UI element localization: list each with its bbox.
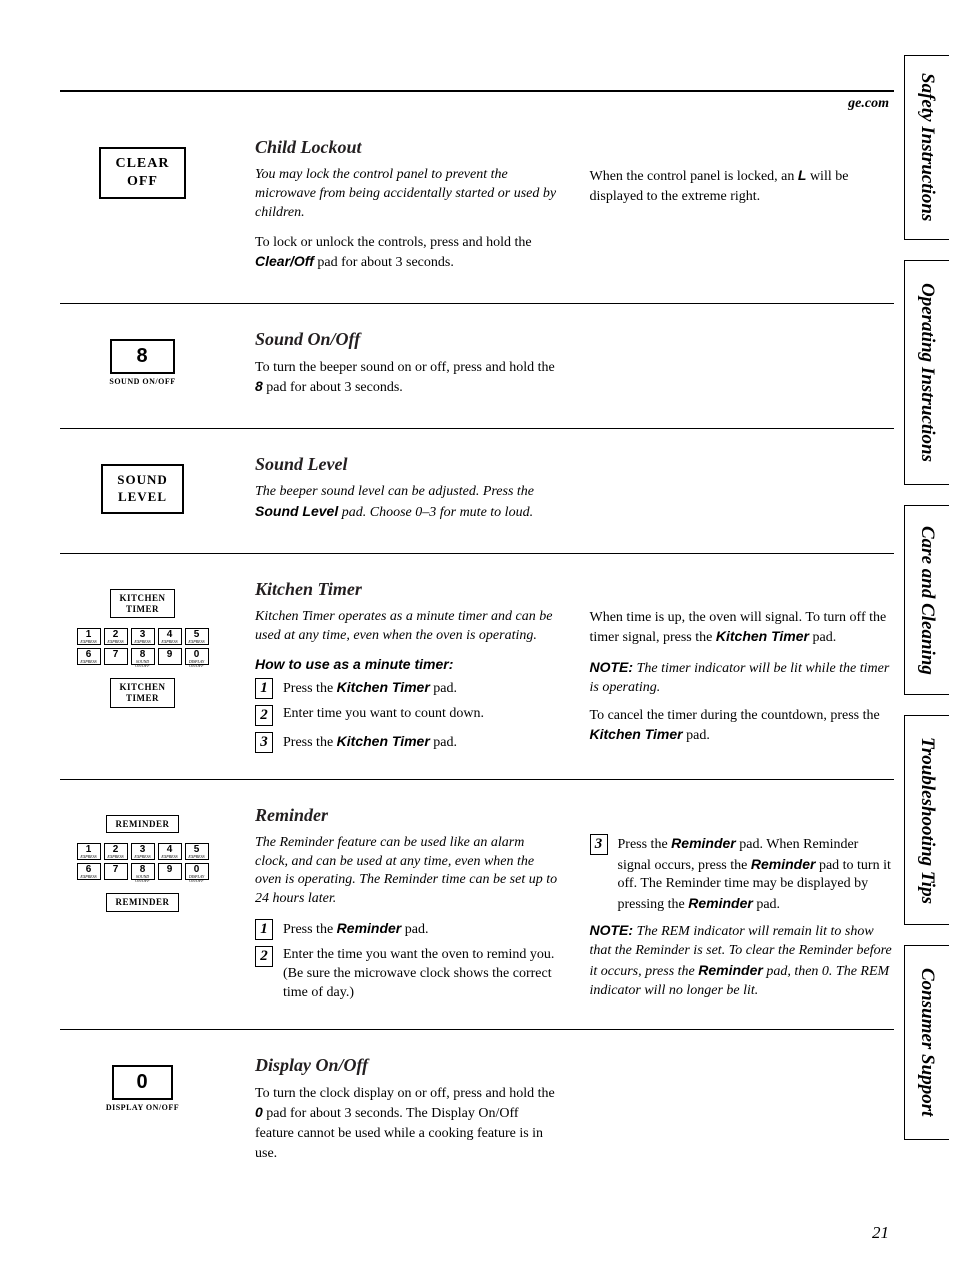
child-lockout-intro: You may lock the control panel to preven… (255, 166, 560, 223)
tab-troubleshooting: Troubleshooting Tips (904, 715, 949, 925)
reminder-title: Reminder (255, 805, 894, 826)
0-button-label: DISPLAY ON/OFF (106, 1103, 179, 1112)
kt-note: NOTE: The timer indicator will be lit wh… (590, 658, 895, 698)
key-7: 7 (104, 863, 128, 880)
graphic-8-button: 8 SOUND ON/OFF (60, 329, 225, 408)
display-onoff-title: Display On/Off (255, 1055, 894, 1076)
key-6: 6EXPRESS (77, 648, 101, 665)
kitchen-timer-button-top: KITCHEN TIMER (110, 589, 174, 619)
section-display-onoff: 0 DISPLAY ON/OFF Display On/Off To turn … (60, 1055, 894, 1173)
reminder-button-top: REMINDER (106, 815, 178, 834)
key-4: 4EXPRESS (158, 628, 182, 645)
key-0: 0DISPLAY ON/OFF (185, 863, 209, 880)
manual-page: Safety Instructions Operating Instructio… (0, 0, 954, 1283)
child-lockout-col2: When the control panel is locked, an L w… (590, 166, 895, 206)
graphic-clear-off: CLEAR OFF (60, 137, 225, 283)
keypad-graphic: 1EXPRESS 2EXPRESS 3EXPRESS 4EXPRESS 5EXP… (77, 628, 209, 668)
graphic-reminder: REMINDER 1EXPRESS 2EXPRESS 3EXPRESS 4EXP… (60, 805, 225, 1009)
key-6: 6EXPRESS (77, 863, 101, 880)
key-1: 1EXPRESS (77, 628, 101, 645)
off-label: OFF (127, 174, 158, 189)
child-lockout-body1: To lock or unlock the controls, press an… (255, 233, 560, 273)
child-lockout-title: Child Lockout (255, 137, 894, 158)
graphic-sound-level: SOUND LEVEL (60, 454, 225, 533)
section-sound-level: SOUND LEVEL Sound Level The beeper sound… (60, 454, 894, 533)
tab-consumer: Consumer Support (904, 945, 949, 1140)
rem-step-1: 1 Press the Reminder pad. (255, 919, 560, 940)
divider (60, 303, 894, 304)
kt-step-1: 1 Press the Kitchen Timer pad. (255, 678, 560, 699)
clear-off-button-graphic: CLEAR OFF (99, 147, 185, 199)
kitchen-timer-intro: Kitchen Timer operates as a minute timer… (255, 608, 560, 646)
sound-level-intro: The beeper sound level can be adjusted. … (255, 483, 560, 523)
reminder-button-bottom: REMINDER (106, 893, 178, 912)
rem-step-2: 2 Enter the time you want the oven to re… (255, 946, 560, 1003)
8-button-label: SOUND ON/OFF (109, 377, 175, 386)
reminder-note: NOTE: The REM indicator will remain lit … (590, 921, 895, 1001)
step-number-3: 3 (590, 834, 608, 855)
tab-safety: Safety Instructions (904, 55, 949, 240)
tab-operating: Operating Instructions (904, 260, 949, 485)
key-3: 3EXPRESS (131, 843, 155, 860)
section-sound-onoff: 8 SOUND ON/OFF Sound On/Off To turn the … (60, 329, 894, 408)
tab-care: Care and Cleaning (904, 505, 949, 695)
key-2: 2EXPRESS (104, 843, 128, 860)
step-number-2: 2 (255, 705, 273, 726)
key-7: 7 (104, 648, 128, 665)
sound-onoff-title: Sound On/Off (255, 329, 894, 350)
kitchen-timer-button-bottom: KITCHEN TIMER (110, 678, 174, 708)
kt-step-3: 3 Press the Kitchen Timer pad. (255, 732, 560, 753)
0-button-graphic: 0 (112, 1065, 172, 1100)
website-url: ge.com (60, 92, 954, 112)
clear-label: CLEAR (115, 156, 169, 171)
step-number-1: 1 (255, 919, 273, 940)
key-0: 0DISPLAY ON/OFF (185, 648, 209, 665)
side-tabs: Safety Instructions Operating Instructio… (904, 45, 954, 1145)
sound-level-button-graphic: SOUND LEVEL (101, 464, 184, 514)
kitchen-timer-title: Kitchen Timer (255, 579, 894, 600)
key-5: 5EXPRESS (185, 843, 209, 860)
graphic-0-button: 0 DISPLAY ON/OFF (60, 1055, 225, 1173)
sound-onoff-body: To turn the beeper sound on or off, pres… (255, 358, 560, 398)
divider (60, 1029, 894, 1030)
key-4: 4EXPRESS (158, 843, 182, 860)
key-1: 1EXPRESS (77, 843, 101, 860)
key-5: 5EXPRESS (185, 628, 209, 645)
step-number-2: 2 (255, 946, 273, 967)
rem-step-3: 3 Press the Reminder pad. When Reminder … (590, 834, 895, 916)
reminder-intro: The Reminder feature can be used like an… (255, 834, 560, 910)
kitchen-timer-howto: How to use as a minute timer: (255, 656, 560, 672)
divider (60, 779, 894, 780)
key-9: 9 (158, 863, 182, 880)
section-child-lockout: CLEAR OFF Child Lockout You may lock the… (60, 137, 894, 283)
page-number: 21 (60, 1223, 954, 1243)
divider (60, 553, 894, 554)
sound-level-title: Sound Level (255, 454, 894, 475)
key-2: 2EXPRESS (104, 628, 128, 645)
divider (60, 428, 894, 429)
step-number-1: 1 (255, 678, 273, 699)
graphic-kitchen-timer: KITCHEN TIMER 1EXPRESS 2EXPRESS 3EXPRESS… (60, 579, 225, 759)
keypad-graphic-2: 1EXPRESS 2EXPRESS 3EXPRESS 4EXPRESS 5EXP… (77, 843, 209, 883)
key-8: 8SOUND ON/OFF (131, 863, 155, 880)
step-number-3: 3 (255, 732, 273, 753)
section-reminder: REMINDER 1EXPRESS 2EXPRESS 3EXPRESS 4EXP… (60, 805, 894, 1009)
key-8: 8SOUND ON/OFF (131, 648, 155, 665)
kt-col2-p1: When time is up, the oven will signal. T… (590, 608, 895, 648)
kt-step-2: 2 Enter time you want to count down. (255, 705, 560, 726)
display-onoff-body: To turn the clock display on or off, pre… (255, 1084, 560, 1163)
key-9: 9 (158, 648, 182, 665)
8-button-graphic: 8 (110, 339, 174, 374)
key-3: 3EXPRESS (131, 628, 155, 645)
section-kitchen-timer: KITCHEN TIMER 1EXPRESS 2EXPRESS 3EXPRESS… (60, 579, 894, 759)
kt-col2-p2: To cancel the timer during the countdown… (590, 706, 895, 746)
